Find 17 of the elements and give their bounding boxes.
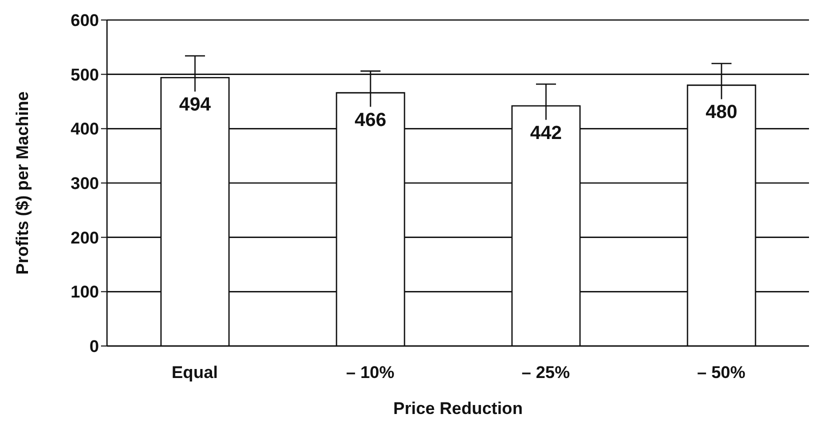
- y-axis-title: Profits ($) per Machine: [13, 91, 32, 275]
- y-tick-label: 100: [70, 282, 99, 302]
- x-tick-label: – 50%: [697, 363, 746, 382]
- data-label: 494: [179, 94, 212, 116]
- data-label: 442: [530, 122, 562, 144]
- data-label: 466: [354, 110, 386, 131]
- data-label: 480: [706, 102, 738, 124]
- x-tick-label: – 10%: [346, 363, 394, 382]
- y-tick-label: 400: [70, 120, 99, 139]
- y-tick-label: 500: [70, 65, 99, 84]
- x-tick-label: Equal: [172, 363, 218, 382]
- y-tick-label: 600: [70, 11, 99, 30]
- y-tick-label: 200: [70, 228, 99, 248]
- y-tick-label: 300: [70, 174, 99, 194]
- x-tick-label: – 25%: [522, 363, 570, 382]
- y-tick-label: 0: [90, 337, 99, 356]
- x-axis-title: Price Reduction: [393, 399, 523, 418]
